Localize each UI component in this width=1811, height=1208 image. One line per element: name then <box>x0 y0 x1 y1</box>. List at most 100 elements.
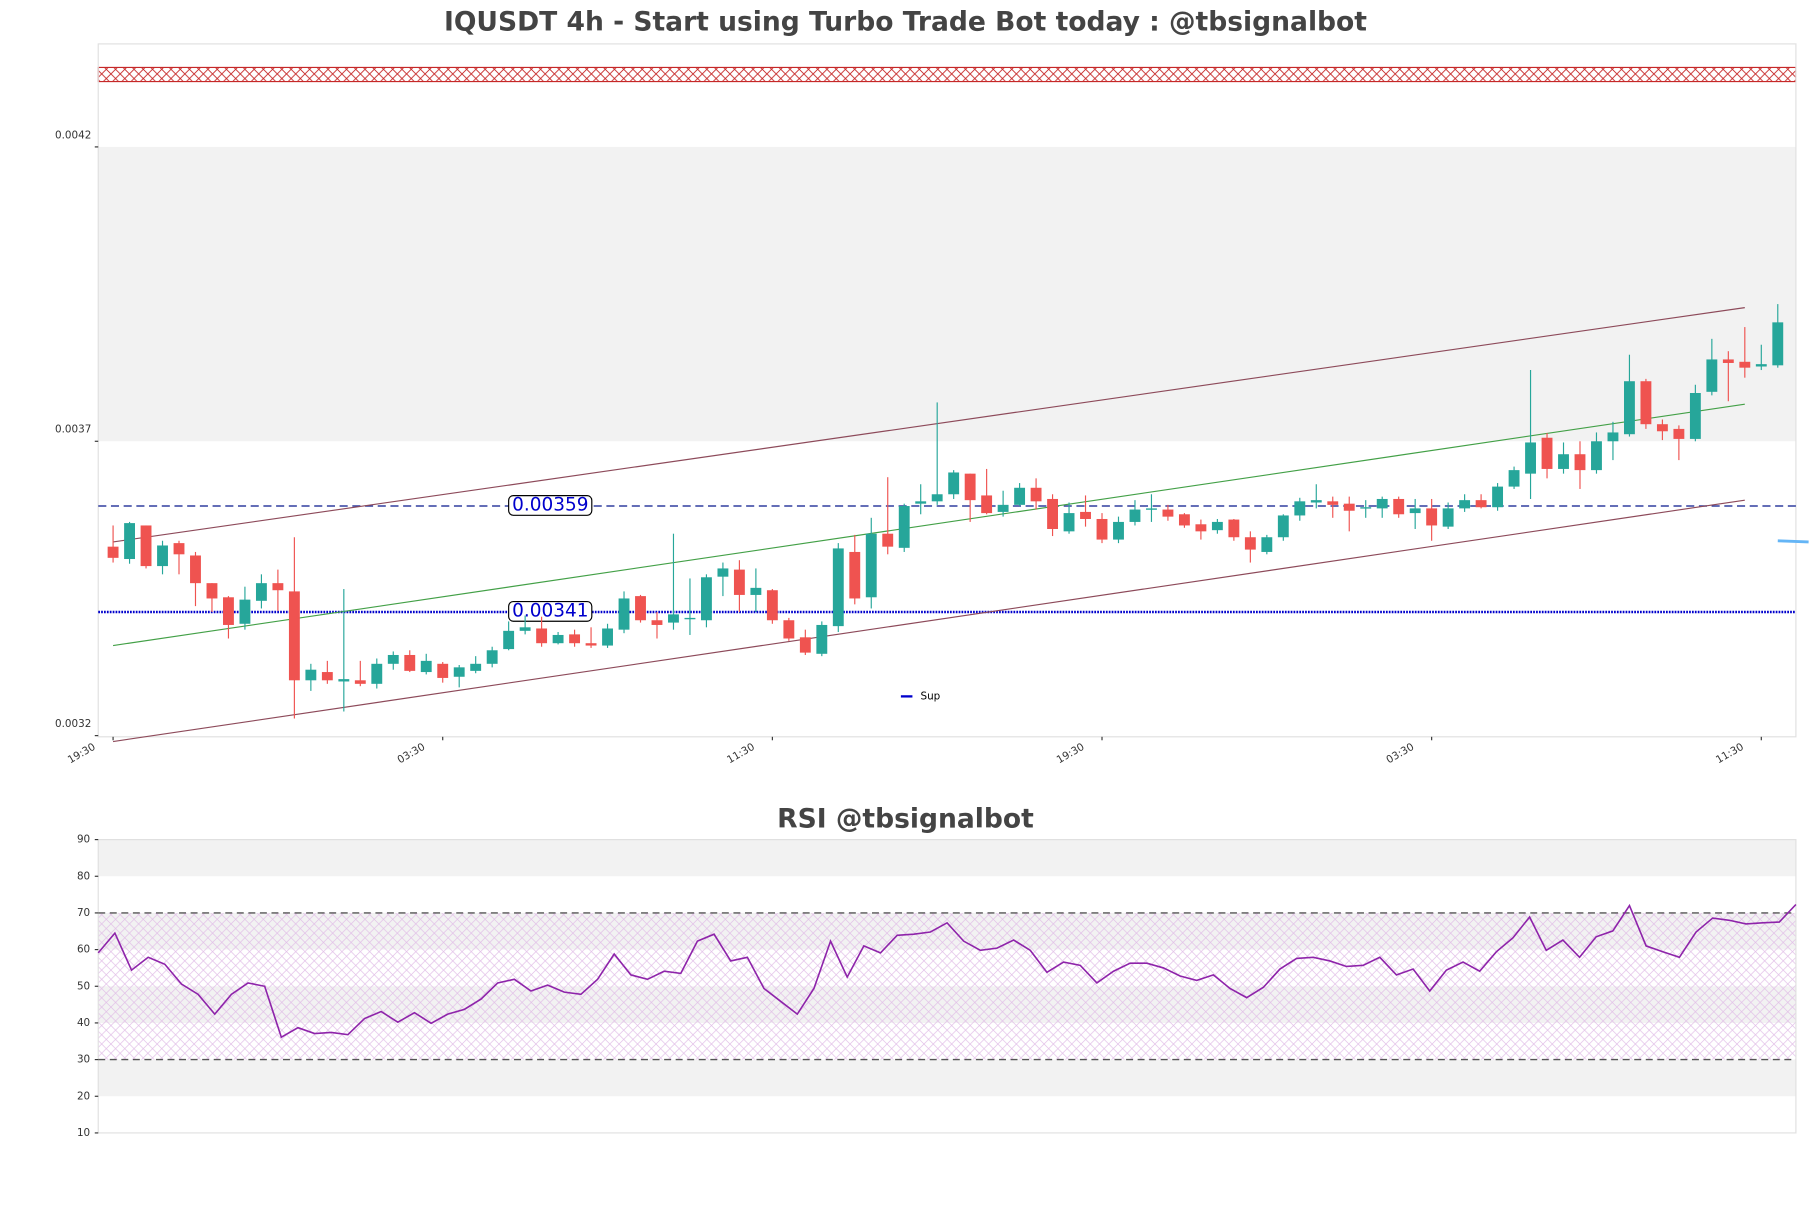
trend-line <box>112 499 1745 743</box>
trend-line <box>112 403 1745 647</box>
candle-body <box>733 569 745 595</box>
candle-body <box>321 672 333 681</box>
candle-body <box>1492 486 1504 508</box>
candle-body <box>404 654 416 671</box>
candle-body <box>338 679 350 682</box>
candle-body <box>272 583 284 591</box>
candle-body <box>173 543 185 555</box>
candle-body <box>552 634 564 644</box>
candle-body <box>618 598 630 630</box>
level-label: 0.00341 <box>512 600 588 621</box>
candle-body <box>1755 364 1767 367</box>
chart-title: IQUSDT 4h - Start using Turbo Trade Bot … <box>444 7 1367 38</box>
candle-body <box>1591 441 1602 471</box>
y-tick-label: 30 <box>77 1054 90 1066</box>
candle-body <box>1343 503 1355 511</box>
candle-body <box>470 663 482 671</box>
candle-body <box>1623 381 1635 435</box>
trend-line <box>112 307 1745 543</box>
legend-label: Sup <box>921 690 941 702</box>
candle-body <box>1113 521 1124 540</box>
candle-body <box>1689 392 1701 439</box>
candle-body <box>832 548 844 627</box>
candle-body <box>453 667 465 677</box>
candle-body <box>1475 500 1487 508</box>
candle-body <box>1261 537 1273 552</box>
candle-body <box>585 643 597 646</box>
level-label: 0.00359 <box>512 494 588 515</box>
candle-body <box>1080 511 1091 519</box>
y-tick-label: 10 <box>77 1127 90 1139</box>
rsi-hatch-zone <box>98 912 1796 1060</box>
candle-body <box>223 597 234 625</box>
candle-body <box>420 660 432 673</box>
candle-body <box>799 637 811 653</box>
candle-body <box>668 614 679 623</box>
y-tick-label: 0.0032 <box>55 718 91 730</box>
candle-body <box>1706 359 1718 392</box>
candle-body <box>1558 454 1569 469</box>
candle-body <box>651 620 663 625</box>
candle-body <box>1426 508 1438 526</box>
candle-body <box>1508 470 1520 487</box>
candle-body <box>1442 508 1454 527</box>
candle-body <box>915 501 927 504</box>
candle-body <box>140 525 152 567</box>
hatch-zone <box>97 66 1797 83</box>
candle-body <box>1739 361 1751 368</box>
candle-body <box>750 587 762 595</box>
candle-body <box>107 546 119 558</box>
candle-body <box>948 472 960 495</box>
y-tick-label: 0.0042 <box>55 129 91 141</box>
candle-body <box>1772 322 1784 366</box>
candle-body <box>1525 442 1536 474</box>
y-tick-label: 60 <box>77 944 90 956</box>
candle-body <box>1063 513 1075 532</box>
candle-body <box>700 577 712 621</box>
candle-body <box>981 495 993 514</box>
candle-body <box>882 533 894 547</box>
candle-body <box>437 663 449 678</box>
rsi-band <box>98 839 1796 877</box>
candle-body <box>1722 359 1734 363</box>
last-price-marker <box>1777 539 1809 544</box>
candle-body <box>239 599 251 624</box>
y-tick-label: 0.0037 <box>55 424 91 436</box>
candle-body <box>849 551 861 599</box>
candle-body <box>503 630 515 650</box>
candle-body <box>305 669 317 681</box>
candle-body <box>371 663 383 684</box>
candle-body <box>964 473 976 501</box>
candle-body <box>157 545 168 567</box>
candle-body <box>1376 498 1388 509</box>
candle-body <box>354 680 366 684</box>
y-tick-label: 80 <box>77 870 90 882</box>
candle-body <box>1277 515 1289 538</box>
candle-body <box>536 628 548 644</box>
candle-body <box>486 650 498 664</box>
plot-frame <box>97 43 1797 738</box>
candle-body <box>255 583 267 601</box>
shaded-zone <box>98 146 1796 442</box>
candle-body <box>602 628 613 646</box>
rsi-line <box>97 903 1797 1039</box>
y-tick-label: 40 <box>77 1017 90 1029</box>
candle-body <box>1673 428 1685 439</box>
candle-body <box>1129 509 1141 522</box>
candle-body <box>206 583 218 599</box>
candle-body <box>124 523 135 560</box>
candle-body <box>635 596 646 621</box>
candle-body <box>1607 432 1619 442</box>
candle-body <box>1228 519 1240 538</box>
candle-body <box>1409 508 1421 514</box>
candle-body <box>684 617 696 620</box>
candle-body <box>1162 509 1174 517</box>
y-tick-label: 20 <box>77 1090 90 1102</box>
candle-body <box>519 627 531 631</box>
candle-body <box>1047 498 1059 529</box>
candle-body <box>717 568 729 577</box>
candle-body <box>288 591 300 681</box>
candle-body <box>1327 501 1339 505</box>
